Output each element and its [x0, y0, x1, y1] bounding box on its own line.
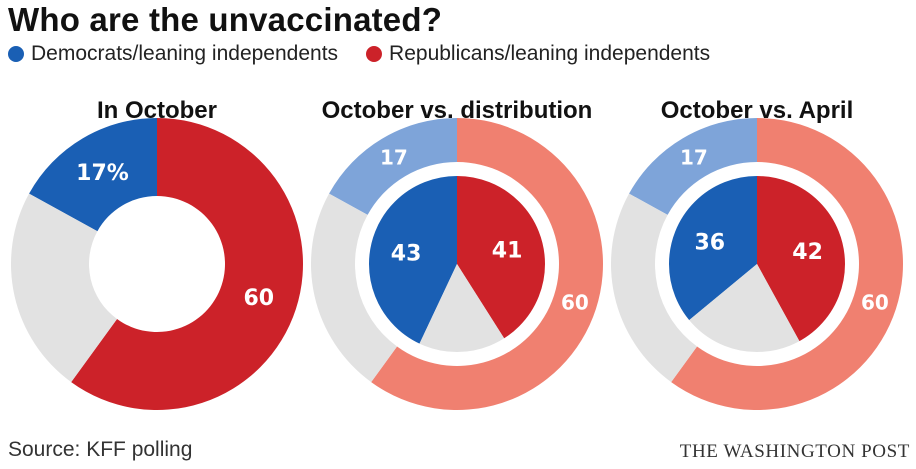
slice-democrats-inner: [667, 174, 757, 322]
slice-democrats-inner: [367, 174, 457, 346]
legend-swatch-republicans: [366, 46, 383, 62]
data-label-democrats: 43: [391, 242, 422, 267]
slice-other-outer: [611, 193, 698, 383]
data-label-democrats: 17: [680, 146, 708, 170]
data-label-democrats: 36: [694, 231, 725, 256]
data-label-democrats: 17%: [76, 161, 129, 186]
legend-item-democrats: Democrats/leaning independents: [8, 42, 338, 66]
slice-democrats-outer: [329, 118, 457, 215]
slice-democrats-outer: [629, 118, 757, 215]
source-note: Source: KFF polling: [8, 438, 193, 461]
legend-label-republicans: Republicans/leaning independents: [389, 42, 711, 65]
legend: Democrats/leaning independents Republica…: [8, 42, 738, 66]
data-label-republicans: 60: [243, 286, 274, 311]
chart-title: Who are the unvaccinated?: [8, 1, 443, 38]
inner-pie-border: [365, 172, 549, 356]
publisher-credit: THE WASHINGTON POST: [679, 441, 910, 462]
inner-pie-border: [665, 172, 849, 356]
slice-democrats-outer: [29, 118, 157, 232]
slice-republicans-inner: [457, 174, 548, 340]
slice-republicans-outer: [71, 118, 304, 411]
legend-swatch-democrats: [8, 46, 24, 62]
slice-other-inner: [418, 264, 506, 355]
legend-label-democrats: Democrats/leaning independents: [31, 42, 339, 65]
slice-republicans-outer: [671, 118, 904, 410]
slice-republicans-inner: [757, 174, 848, 343]
legend-item-republicans: Republicans/leaning independents: [366, 42, 710, 66]
data-label-republicans: 60: [561, 291, 589, 315]
data-label-republicans: 60: [861, 291, 889, 315]
slice-other-inner: [687, 264, 801, 355]
slice-republicans-outer: [371, 118, 604, 411]
data-label-democrats: 17: [380, 146, 408, 170]
slice-other-outer: [311, 193, 398, 383]
slice-other-outer: [11, 193, 118, 383]
data-label-republicans: 41: [492, 238, 523, 263]
data-label-republicans: 42: [792, 240, 823, 265]
